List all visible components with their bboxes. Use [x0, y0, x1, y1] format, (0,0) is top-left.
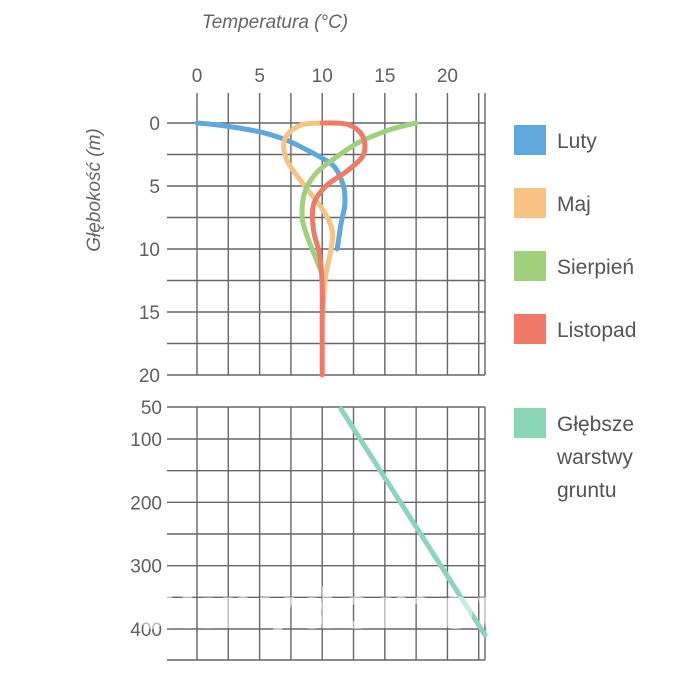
legend-label: warstwy [556, 446, 633, 469]
y-axis-title: Głębokość (m) [84, 128, 105, 252]
series-layer [194, 120, 488, 638]
series-line-deep-ground [338, 406, 488, 638]
legend: Luty Maj Sierpień Listopad Głębsze warstwy gru… [514, 125, 636, 502]
legend-swatch [514, 408, 546, 438]
x-tick-label: 0 [192, 66, 203, 87]
y-tick-label: 300 [130, 557, 162, 578]
x-axis-title: Temperatura (°C) [202, 12, 348, 33]
series-line-sierpień [299, 120, 419, 277]
series-line-listopad [309, 120, 368, 378]
legend-label: Głębsze [557, 413, 634, 436]
x-tick-label: 10 [312, 66, 333, 87]
legend-swatch [514, 251, 546, 281]
legend-swatch [514, 188, 546, 218]
watermark-text: wedlinydomowe.pl [45, 577, 651, 642]
legend-label: gruntu [557, 479, 617, 502]
legend-swatch [514, 125, 546, 155]
legend-label: Listopad [557, 319, 636, 342]
y-tick-label: 10 [139, 240, 160, 261]
y-tick-label: 15 [139, 303, 160, 324]
legend-label: Luty [557, 130, 597, 153]
legend-swatch [514, 314, 546, 344]
x-tick-label: 15 [374, 66, 395, 87]
x-tick-label: 20 [437, 66, 458, 87]
y-tick-label: 0 [149, 114, 160, 135]
y-tick-labels: 0 5 10 15 20 50 100 200 300 400 [130, 114, 162, 641]
x-tick-labels: 0 5 10 15 20 [192, 66, 458, 87]
series-line-luty [194, 120, 348, 252]
y-tick-label: 50 [141, 398, 162, 419]
legend-label: Maj [557, 193, 591, 216]
y-tick-label: 100 [130, 430, 162, 451]
x-tick-label: 5 [254, 66, 265, 87]
y-tick-label: 400 [130, 620, 162, 641]
y-tick-label: 5 [149, 177, 160, 198]
y-tick-label: 20 [139, 366, 160, 387]
legend-label: Sierpień [557, 256, 634, 279]
grid [167, 93, 486, 661]
y-tick-label: 200 [130, 493, 162, 514]
series-line-maj [281, 120, 336, 321]
